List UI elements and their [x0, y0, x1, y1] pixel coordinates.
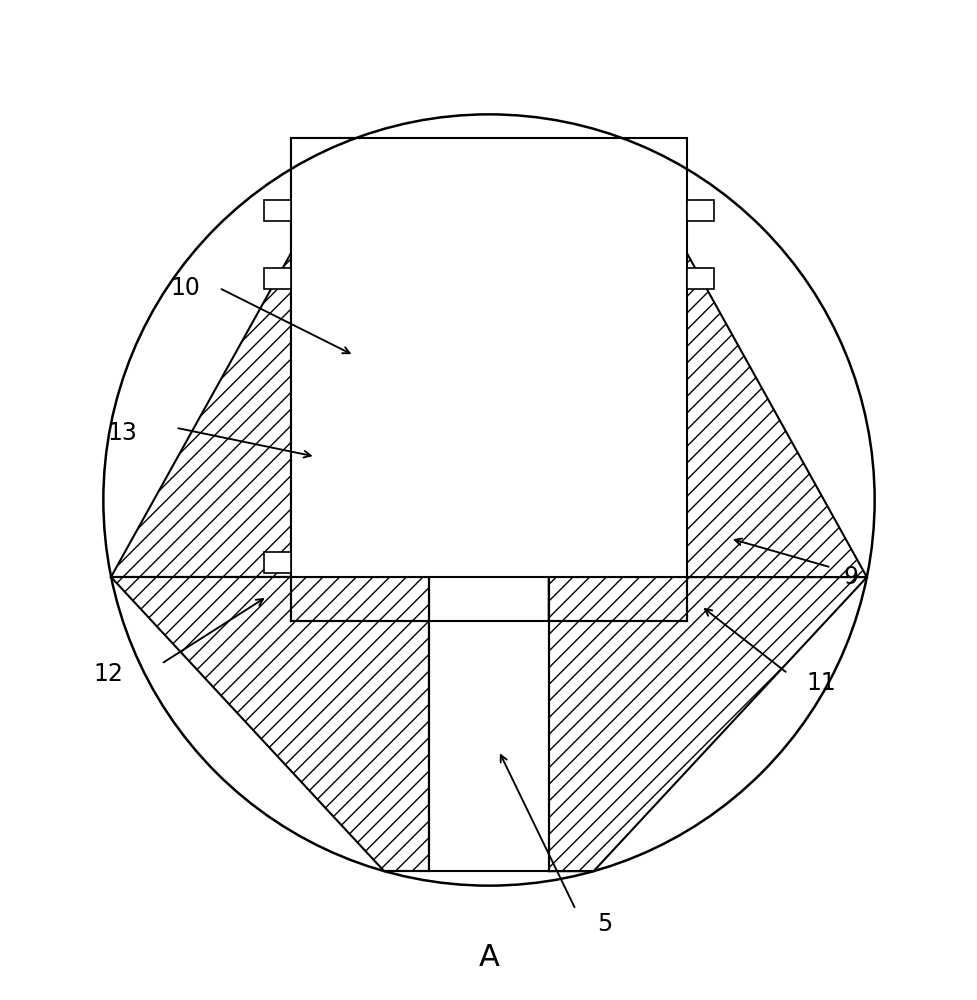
Text: A: A — [478, 943, 499, 972]
Text: 9: 9 — [842, 565, 857, 589]
Text: 10: 10 — [170, 276, 200, 300]
Polygon shape — [548, 577, 686, 621]
Polygon shape — [686, 200, 713, 221]
Text: 5: 5 — [596, 912, 612, 936]
Text: 13: 13 — [107, 421, 138, 445]
Polygon shape — [291, 138, 686, 577]
Polygon shape — [111, 577, 429, 871]
Polygon shape — [686, 268, 713, 289]
Polygon shape — [429, 621, 548, 871]
Polygon shape — [111, 138, 355, 577]
Polygon shape — [548, 577, 866, 871]
Text: 11: 11 — [806, 671, 835, 695]
Polygon shape — [264, 552, 291, 573]
Polygon shape — [291, 577, 429, 621]
Text: 12: 12 — [93, 662, 123, 686]
Polygon shape — [264, 268, 291, 289]
Polygon shape — [622, 138, 866, 577]
Polygon shape — [264, 200, 291, 221]
